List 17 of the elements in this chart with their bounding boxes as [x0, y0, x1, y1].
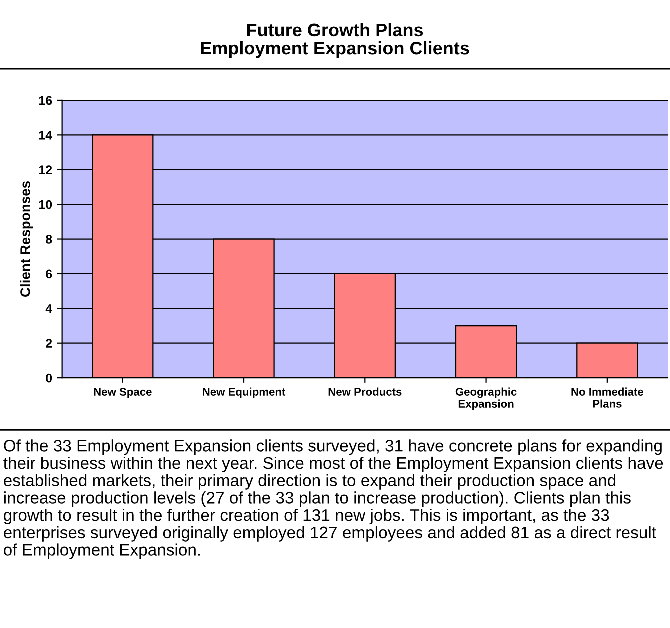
y-tick-label: 6 — [46, 270, 52, 279]
y-axis-title: Client Responses — [20, 182, 34, 297]
y-tick-label: 8 — [46, 235, 52, 244]
x-tick-label: No Immediate Plans — [572, 388, 644, 408]
text: Of the 33 Employment Expansion clients surveyed, 31 have concrete plans for expanding their business within the next year. Since most of the Employment Expansion clients have established markets, their primary direction is to expand their production space and increase production levels (27 of the 33 plan to increase production). Clients plan this growth to result in the further creation of 131 new jobs. This is important, as the 33 enterprises surveyed originally employed 127 employees and added 81 as a direct result of Employment Expansion. — [4, 440, 664, 560]
y-tick-label: 2 — [46, 339, 52, 348]
y-tick-label: 10 — [39, 200, 52, 210]
y-tick-label: 4 — [46, 304, 53, 314]
x-tick-label: New Products — [328, 388, 402, 396]
y-tick-label: 14 — [39, 131, 53, 140]
chart-title: Future Growth Plans Employment Expansion Clients — [201, 23, 470, 58]
y-tick-label: 16 — [39, 96, 52, 106]
x-tick-label: New Equipment — [203, 388, 286, 398]
x-tick-label: Geographic Expansion — [456, 388, 517, 410]
y-tick-label: 12 — [39, 166, 52, 174]
x-tick-label: New Space — [94, 388, 152, 398]
y-tick-label: 0 — [46, 374, 52, 383]
